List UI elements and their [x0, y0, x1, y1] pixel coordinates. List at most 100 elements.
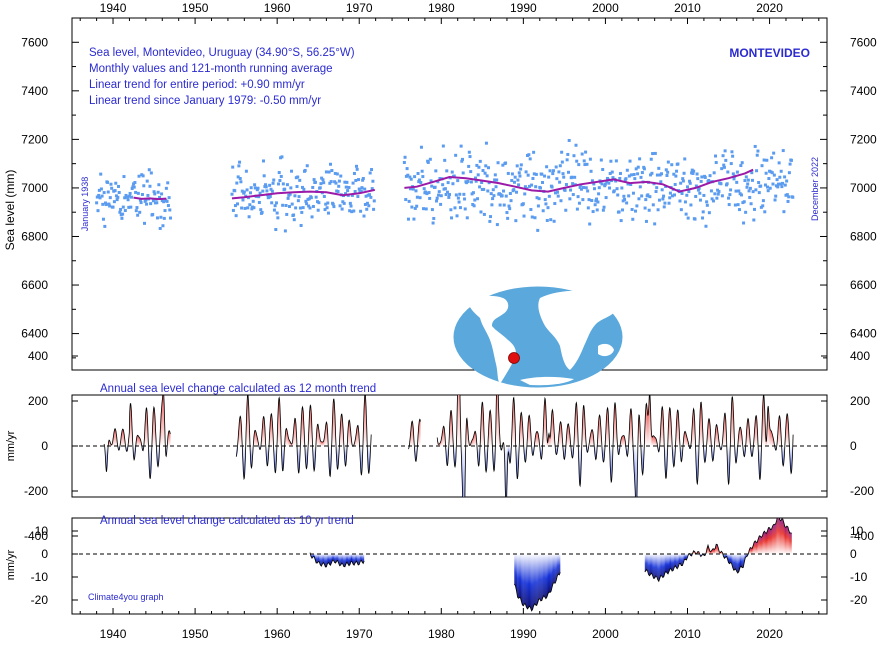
monthly-point [123, 208, 127, 212]
monthly-point [663, 201, 667, 205]
monthly-point [703, 175, 707, 179]
monthly-point [457, 200, 461, 204]
trend10-tick-label-right: -20 [850, 593, 868, 607]
x-tick-label-bottom: 1960 [264, 627, 291, 641]
monthly-point [275, 211, 279, 215]
monthly-point [259, 208, 263, 212]
trend10-positive-fill [779, 519, 781, 554]
monthly-point [311, 185, 315, 189]
monthly-point [632, 173, 636, 177]
trend10-negative-fill [664, 554, 666, 573]
monthly-point [439, 194, 443, 198]
monthly-point [336, 189, 340, 193]
header-line-4: Linear trend since January 1979: -0.50 m… [89, 95, 321, 107]
y-tick-label-left: 6400 [21, 327, 48, 341]
monthly-point [357, 178, 361, 182]
monthly-point [128, 191, 132, 195]
monthly-point [455, 214, 459, 218]
monthly-point [670, 194, 674, 198]
monthly-point [327, 170, 331, 174]
monthly-point [753, 207, 757, 211]
monthly-point [484, 141, 488, 145]
trend10-negative-fill [645, 554, 647, 571]
monthly-point [290, 202, 294, 206]
monthly-point [593, 203, 597, 207]
monthly-point [785, 193, 789, 197]
monthly-point [761, 199, 765, 203]
trend10-negative-fill [728, 554, 730, 564]
monthly-point [483, 171, 487, 175]
monthly-point [240, 206, 244, 210]
monthly-point [134, 209, 138, 213]
monthly-point [298, 206, 302, 210]
trend10-negative-fill [674, 554, 676, 568]
monthly-point [145, 202, 149, 206]
monthly-point [494, 185, 498, 189]
monthly-point [524, 170, 528, 174]
trend10-tick-label-left: -20 [31, 593, 49, 607]
monthly-point [500, 194, 504, 198]
monthly-point [714, 161, 718, 165]
monthly-point [419, 145, 423, 149]
trend10-positive-fill [789, 532, 791, 554]
monthly-point [588, 222, 592, 226]
monthly-point [463, 207, 467, 211]
trend10-negative-fill [538, 554, 540, 600]
trend10-tick-label-left: 10 [35, 524, 49, 538]
monthly-point [507, 204, 511, 208]
monthly-point [767, 177, 771, 181]
monthly-point [714, 154, 718, 158]
trend10-tick-label-right: 10 [850, 524, 864, 538]
trend10-outline [513, 572, 561, 612]
monthly-point [557, 170, 561, 174]
monthly-point [406, 173, 410, 177]
y-ticks-trend10: -20 -20 -10 -10 0 0 10 10 [31, 524, 868, 607]
trend10-positive-fill [759, 535, 761, 554]
monthly-point [271, 181, 275, 185]
monthly-point [614, 179, 618, 183]
monthly-point [586, 206, 590, 210]
monthly-point [572, 154, 576, 158]
monthly-point [239, 180, 243, 184]
monthly-point [250, 207, 254, 211]
monthly-point [608, 186, 612, 190]
monthly-point [270, 189, 274, 193]
monthly-point [362, 214, 366, 218]
monthly-point [420, 169, 424, 173]
monthly-point [732, 177, 736, 181]
trend10-negative-fill [654, 554, 656, 579]
monthly-point [748, 195, 752, 199]
monthly-point [441, 144, 445, 148]
x-tick-label-bottom: 2020 [756, 627, 783, 641]
monthly-point [570, 175, 574, 179]
trend10-negative-fill [528, 554, 530, 608]
monthly-point [448, 192, 451, 196]
trend10-negative-fill [558, 554, 560, 575]
monthly-point [461, 171, 465, 175]
trend10-negative-fill [325, 554, 327, 568]
monthly-point [277, 182, 281, 186]
monthly-point [321, 178, 325, 182]
trend10-negative-fill [679, 554, 681, 564]
monthly-point [148, 184, 152, 188]
monthly-point [519, 163, 523, 167]
monthly-point [586, 189, 590, 193]
monthly-point [253, 186, 257, 190]
monthly-point [414, 189, 418, 193]
monthly-point [681, 177, 685, 181]
monthly-point [144, 198, 148, 202]
trend10-negative-fill [525, 554, 527, 608]
monthly-point [316, 208, 320, 212]
trend10-negative-fill [652, 554, 654, 579]
monthly-point [631, 191, 635, 195]
monthly-point [458, 206, 462, 210]
trend10-negative-fill [522, 554, 524, 606]
trend10-positive-fill [760, 536, 762, 554]
monthly-point [644, 219, 648, 223]
trend10-negative-fill [729, 554, 731, 564]
monthly-point [140, 192, 144, 196]
trend10-ylabel: mm/yr [5, 549, 17, 580]
monthly-point [482, 187, 486, 191]
monthly-point [466, 179, 470, 183]
monthly-point [146, 193, 150, 197]
